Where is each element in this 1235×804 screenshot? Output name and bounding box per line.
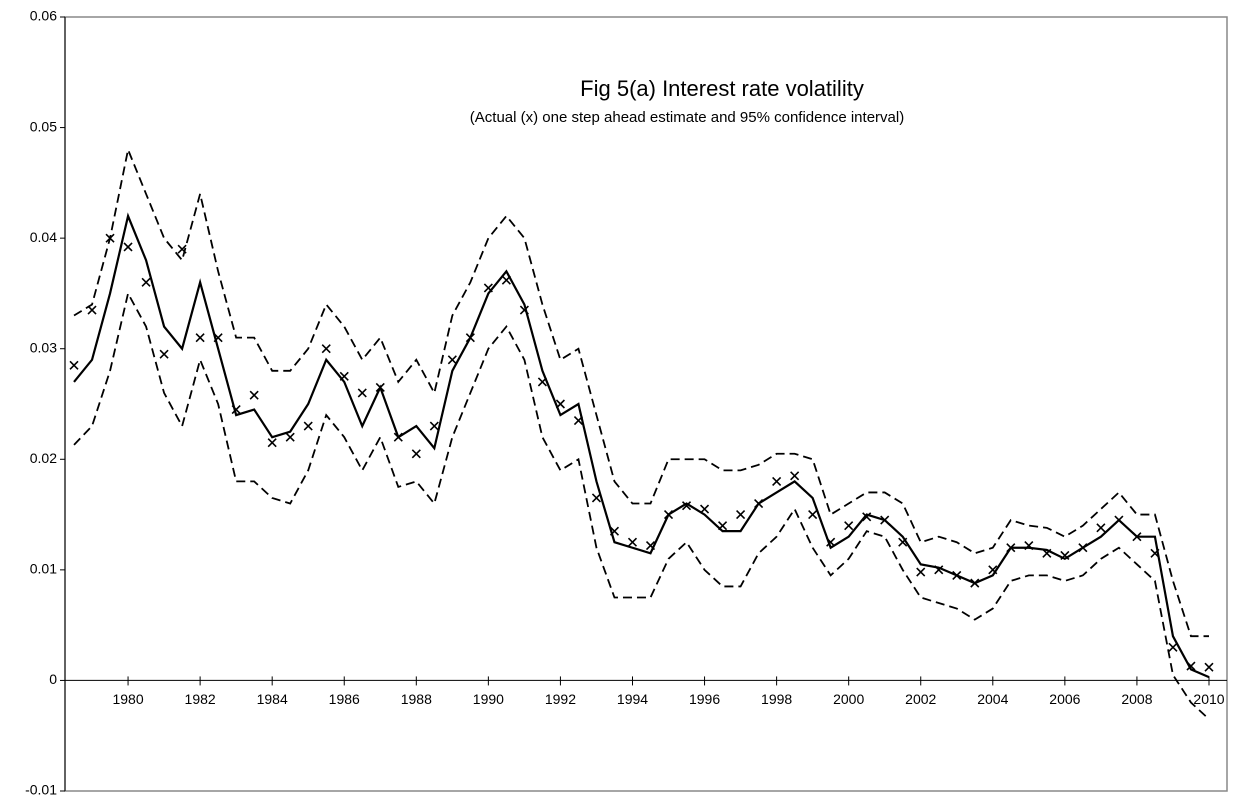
- x-tick-label: 1986: [329, 691, 360, 707]
- x-tick-label: 2006: [1049, 691, 1080, 707]
- marker: [988, 565, 998, 575]
- y-tick-label: -0.01: [25, 782, 57, 798]
- y-tick-label: 0.04: [30, 229, 57, 245]
- marker: [375, 382, 385, 392]
- marker: [1024, 540, 1034, 551]
- series-line: [73, 290, 1210, 720]
- marker: [429, 421, 439, 431]
- chart-title: Fig 5(a) Interest rate volatility: [580, 76, 864, 101]
- marker: [303, 421, 313, 431]
- marker: [411, 449, 421, 459]
- marker: [862, 512, 872, 522]
- x-tick-label: 2002: [905, 691, 936, 707]
- marker: [519, 305, 529, 315]
- marker: [1006, 543, 1016, 553]
- x-tick-label: 2004: [977, 691, 1008, 707]
- marker: [627, 537, 638, 547]
- marker: [699, 504, 710, 514]
- marker: [1096, 523, 1106, 533]
- x-tick-label: 1982: [185, 691, 216, 707]
- marker: [465, 333, 475, 343]
- marker: [880, 515, 890, 525]
- marker: [105, 233, 115, 243]
- x-tick-label: 1990: [473, 691, 504, 707]
- x-tick-label: 2010: [1193, 691, 1224, 707]
- marker: [69, 360, 79, 370]
- x-tick-label: 1984: [257, 691, 288, 707]
- series-line: [73, 146, 1209, 638]
- x-tick-label: 1994: [617, 691, 648, 707]
- marker: [1150, 548, 1160, 558]
- y-tick-label: 0.02: [30, 450, 57, 466]
- marker: [718, 521, 728, 531]
- marker: [159, 349, 169, 359]
- y-tick-label: 0.01: [30, 561, 57, 577]
- marker: [339, 371, 349, 381]
- marker: [1060, 550, 1070, 561]
- marker: [213, 333, 223, 343]
- x-tick-label: 2000: [833, 691, 864, 707]
- marker: [970, 578, 980, 588]
- marker: [195, 333, 205, 343]
- marker: [1186, 661, 1196, 671]
- marker: [663, 510, 674, 520]
- marker: [645, 540, 656, 551]
- marker: [141, 277, 151, 287]
- marker: [231, 404, 241, 415]
- marker: [123, 242, 133, 252]
- marker: [591, 493, 602, 503]
- marker: [772, 476, 782, 486]
- marker: [898, 537, 908, 547]
- marker: [87, 305, 97, 315]
- marker: [844, 521, 854, 531]
- marker: [321, 344, 331, 354]
- x-tick-label: 2008: [1121, 691, 1152, 707]
- x-tick-label: 1998: [761, 691, 792, 707]
- marker: [249, 390, 259, 400]
- marker: [1078, 543, 1088, 553]
- marker: [447, 355, 457, 365]
- marker: [537, 377, 547, 387]
- marker: [681, 501, 692, 511]
- y-tick-label: 0: [49, 671, 57, 687]
- marker: [736, 510, 746, 520]
- marker: [790, 471, 800, 481]
- plot-frame: [64, 16, 1228, 792]
- chart-subtitle: (Actual (x) one step ahead estimate and …: [470, 109, 904, 126]
- marker: [1204, 662, 1214, 672]
- marker: [916, 567, 926, 577]
- y-tick-label: 0.05: [30, 118, 57, 134]
- x-tick-label: 1996: [689, 691, 720, 707]
- x-tick-label: 1980: [112, 691, 143, 707]
- marker: [952, 570, 962, 580]
- marker: [393, 432, 403, 442]
- marker: [934, 565, 944, 575]
- marker: [1168, 642, 1178, 652]
- marker: [483, 283, 493, 293]
- marker: [573, 416, 584, 426]
- marker: [754, 498, 764, 509]
- series-line: [73, 212, 1210, 679]
- marker: [1042, 548, 1052, 558]
- marker: [267, 438, 277, 448]
- x-tick-label: 1988: [401, 691, 432, 707]
- marker: [1132, 532, 1142, 542]
- marker: [808, 510, 818, 520]
- y-tick-label: 0.06: [30, 8, 57, 24]
- marker: [609, 526, 620, 536]
- marker: [555, 399, 565, 409]
- marker: [1114, 515, 1124, 525]
- y-tick-label: 0.03: [30, 339, 57, 355]
- marker: [826, 537, 836, 547]
- x-tick-label: 1992: [545, 691, 576, 707]
- marker: [501, 275, 511, 285]
- marker: [285, 432, 295, 442]
- marker: [357, 388, 367, 398]
- marker: [177, 244, 187, 254]
